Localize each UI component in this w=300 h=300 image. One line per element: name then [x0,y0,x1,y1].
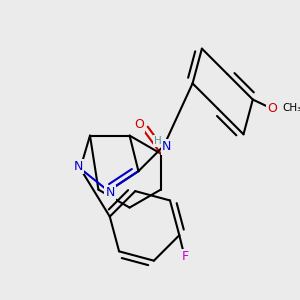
Text: F: F [182,250,189,263]
Text: H: H [154,136,161,146]
Text: O: O [134,118,144,131]
Text: N: N [74,160,83,173]
Text: O: O [267,102,277,115]
Text: N: N [106,186,115,199]
Text: N: N [162,140,172,153]
Text: CH₃: CH₃ [282,103,300,113]
